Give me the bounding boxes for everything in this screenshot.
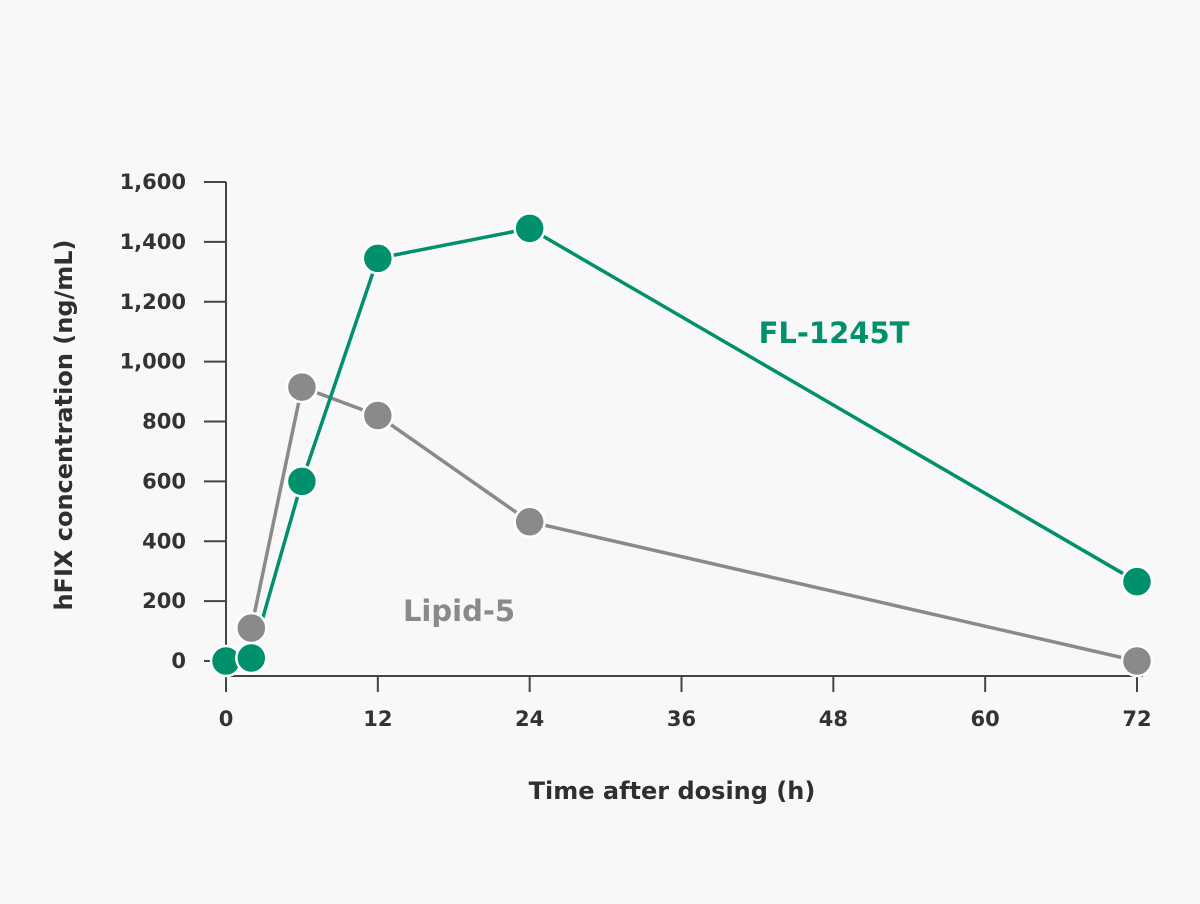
data-point-lipid-5: [285, 370, 319, 404]
x-tick-label: 12: [363, 707, 392, 731]
y-axis-title: hFIX concentration (ng/mL): [50, 239, 78, 610]
series-lines: [225, 226, 1138, 663]
x-tick-label: 24: [515, 707, 544, 731]
x-tick-label: 0: [219, 707, 234, 731]
y-tick-label: 200: [142, 589, 186, 613]
series-label-lipid-5: Lipid-5: [403, 594, 515, 628]
y-tick-label: 1,200: [120, 290, 186, 314]
axes: 0 200 400 600 800 1,000 1,200 1,400 1,600 0 12 24 36…: [120, 170, 1152, 731]
x-axis-title: Time after dosing (h): [529, 777, 816, 805]
series-label-fl-1245t: FL-1245T: [759, 316, 910, 350]
x-tick-label: 48: [819, 707, 848, 731]
x-tick-label: 36: [667, 707, 696, 731]
y-tick-label: 600: [142, 469, 186, 493]
labels: hFIX concentration (ng/mL) Time after do…: [50, 239, 910, 805]
data-point-lipid-5: [361, 399, 395, 432]
y-tick-label: 0: [171, 649, 186, 673]
data-point-fl-1245t: [513, 212, 546, 245]
x-tick-label: 60: [971, 707, 1000, 731]
y-tick-label: 800: [142, 410, 186, 434]
y-tick-label: 1,000: [120, 350, 186, 374]
data-point-lipid-5: [1120, 644, 1154, 678]
data-point-fl-1245t: [285, 465, 319, 498]
x-tick-label: 72: [1122, 707, 1151, 731]
series-points: [209, 212, 1154, 678]
data-point-lipid-5: [235, 611, 268, 645]
data-point-fl-1245t: [1120, 565, 1154, 598]
data-point-fl-1245t: [361, 242, 395, 275]
y-tick-label: 1,400: [120, 230, 186, 254]
series-line-fl-1245t: [225, 226, 1138, 663]
data-point-fl-1245t: [235, 641, 268, 675]
y-tick-label: 400: [142, 529, 186, 553]
data-point-lipid-5: [513, 505, 546, 539]
y-tick-label: 1,600: [120, 170, 186, 194]
